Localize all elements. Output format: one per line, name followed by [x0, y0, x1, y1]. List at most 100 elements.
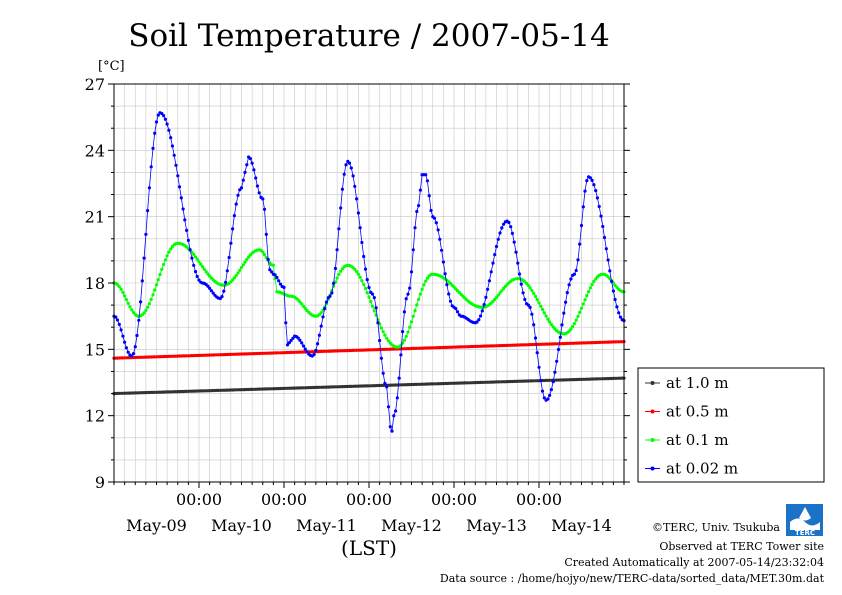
- data-point: [362, 282, 366, 287]
- data-point: [137, 318, 141, 322]
- data-point: [590, 282, 594, 287]
- data-point: [365, 278, 369, 282]
- data-point: [427, 194, 431, 198]
- data-point: [121, 290, 125, 294]
- data-point: [493, 253, 497, 257]
- data-point: [243, 170, 247, 174]
- data-point: [193, 255, 198, 259]
- data-point: [337, 272, 341, 276]
- data-point: [594, 189, 598, 193]
- data-point: [402, 310, 406, 314]
- data-point: [128, 305, 132, 309]
- data-point: [335, 248, 339, 252]
- data-point: [195, 257, 199, 261]
- data-point: [526, 303, 531, 307]
- data-point: [349, 166, 353, 170]
- data-point: [486, 287, 490, 291]
- data-point: [271, 263, 275, 267]
- data-point: [301, 304, 306, 308]
- data-point: [131, 352, 136, 356]
- data-point: [232, 276, 236, 280]
- data-point: [174, 163, 178, 167]
- data-point: [121, 334, 125, 338]
- legend-swatch-marker: [650, 438, 655, 442]
- data-point: [418, 292, 422, 296]
- data-point: [188, 248, 192, 252]
- data-point: [355, 197, 359, 201]
- data-point: [195, 274, 199, 279]
- data-point: [424, 279, 428, 283]
- data-point: [208, 286, 212, 290]
- data-point: [239, 265, 244, 270]
- data-point: [300, 302, 304, 306]
- data-point: [248, 157, 252, 161]
- data-point: [160, 111, 164, 116]
- data-point: [231, 227, 235, 231]
- data-point: [498, 231, 502, 235]
- data-point: [574, 318, 578, 322]
- data-point: [441, 260, 445, 264]
- data-point: [390, 429, 394, 433]
- data-point: [130, 354, 134, 358]
- data-point: [395, 396, 399, 400]
- data-point: [540, 389, 545, 393]
- data-point: [581, 205, 585, 209]
- data-point: [140, 279, 144, 283]
- axes: 9 12 15 18 21 24 27 00:00 00:00 00:00 00:00 00:00 Ma…: [85, 75, 630, 535]
- data-point: [406, 330, 410, 334]
- data-point: [604, 247, 608, 251]
- day-label: May-14: [551, 516, 612, 535]
- data-point: [551, 380, 555, 384]
- data-point: [154, 283, 159, 287]
- data-point: [170, 144, 174, 148]
- data-point: [406, 292, 410, 296]
- data-point: [358, 226, 362, 230]
- data-point: [528, 286, 532, 290]
- data-point: [119, 328, 123, 332]
- data-point: [379, 356, 383, 360]
- data-point: [502, 286, 506, 291]
- data-point: [163, 258, 167, 262]
- data-point: [204, 270, 208, 274]
- data-point: [160, 267, 164, 271]
- data-point: [367, 285, 371, 290]
- data-point: [162, 262, 166, 267]
- data-point: [512, 240, 516, 244]
- data-point: [347, 161, 352, 165]
- data-point: [268, 268, 272, 272]
- data-point: [567, 283, 571, 287]
- data-point: [592, 183, 596, 187]
- data-point: [569, 277, 573, 281]
- data-point: [245, 257, 249, 262]
- data-point: [411, 248, 415, 252]
- data-point: [335, 276, 339, 280]
- data-point: [539, 379, 543, 383]
- data-point: [585, 179, 589, 183]
- data-point: [225, 269, 229, 273]
- data-point: [234, 202, 238, 206]
- data-point: [415, 209, 419, 214]
- data-point: [370, 304, 375, 308]
- data-point: [241, 178, 245, 182]
- data-point: [296, 336, 300, 340]
- data-point: [319, 311, 323, 315]
- data-point: [422, 283, 426, 287]
- data-point: [608, 269, 612, 273]
- data-point: [381, 371, 385, 375]
- data-point: [123, 294, 127, 298]
- data-point: [425, 276, 429, 280]
- data-point: [496, 293, 500, 297]
- data-point: [374, 306, 378, 310]
- legend-label: at 0.5 m: [666, 403, 729, 421]
- data-point: [532, 323, 536, 327]
- data-point: [147, 186, 151, 190]
- data-point: [133, 345, 137, 349]
- data-point: [298, 338, 302, 342]
- data-point: [588, 176, 593, 180]
- data-point: [321, 315, 325, 319]
- data-point: [514, 250, 518, 254]
- data-point: [613, 283, 617, 287]
- data-point: [126, 301, 130, 305]
- series-layer: [112, 111, 626, 433]
- data-point: [587, 290, 591, 294]
